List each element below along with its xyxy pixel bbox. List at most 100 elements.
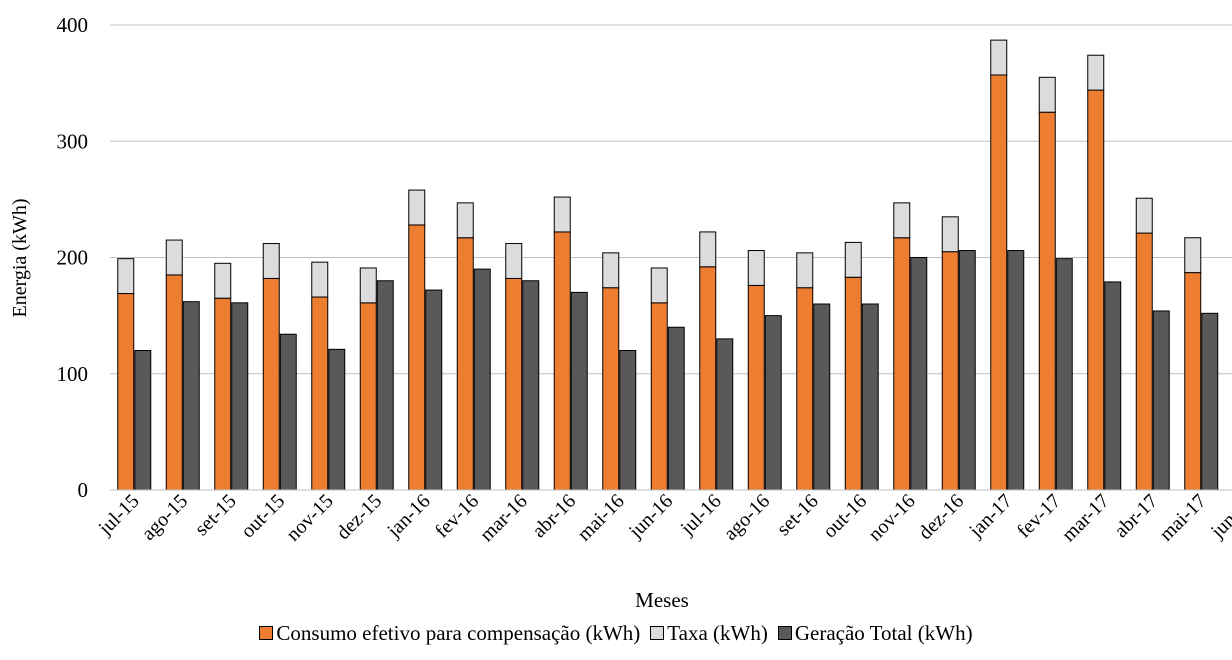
x-tick-label: dez-15 <box>332 490 386 544</box>
bar-taxa <box>359 267 377 304</box>
bar-geracao <box>376 280 394 491</box>
x-tick-label: nov-16 <box>864 490 920 546</box>
bar-consumo <box>650 302 668 491</box>
bar-geracao <box>473 268 491 491</box>
bar-geracao <box>1055 258 1073 491</box>
legend-swatch-consumo <box>259 626 274 640</box>
x-axis-title: Meses <box>635 588 689 612</box>
bar-taxa <box>650 267 668 304</box>
bar-geracao <box>861 303 879 491</box>
bar-consumo <box>602 287 620 491</box>
legend-label-taxa: Taxa (kWh) <box>667 620 768 645</box>
bar-geracao <box>716 338 734 491</box>
legend-item-consumo: Consumo efetivo para compensação (kWh) <box>259 621 640 646</box>
bar-taxa <box>165 239 183 276</box>
bar-taxa <box>311 261 329 298</box>
bar-taxa <box>262 243 280 279</box>
bar-taxa <box>893 202 911 239</box>
bar-geracao <box>910 257 928 491</box>
bar-consumo <box>747 284 765 491</box>
legend: Consumo efetivo para compensação (kWh) T… <box>0 618 1232 648</box>
bar-geracao <box>328 348 346 491</box>
bar-geracao <box>134 350 152 491</box>
bar-geracao <box>425 289 443 491</box>
bar-taxa <box>214 262 232 299</box>
bar-consumo <box>1184 272 1202 491</box>
bar-consumo <box>796 287 814 491</box>
stacked-bar-chart: jul-15ago-15set-15out-15nov-15dez-15jan-… <box>9 13 1232 612</box>
bar-consumo <box>408 224 426 491</box>
bar-taxa <box>505 243 523 279</box>
bar-geracao <box>570 291 588 491</box>
x-tick-label: nov-15 <box>282 490 338 546</box>
bar-consumo <box>456 237 474 491</box>
x-tick-label: fev-16 <box>431 490 483 542</box>
bars <box>117 39 1219 491</box>
bar-taxa <box>408 189 426 226</box>
bar-taxa <box>844 241 862 278</box>
x-tick-label: dez-16 <box>914 490 968 544</box>
bar-taxa <box>990 39 1008 76</box>
bar-geracao <box>813 303 831 491</box>
legend-item-geracao: Geração Total (kWh) <box>777 620 973 646</box>
y-tick-label: 0 <box>78 478 89 502</box>
bar-taxa <box>699 231 717 268</box>
x-tick-label: jul-15 <box>94 490 144 540</box>
bar-consumo <box>990 74 1008 491</box>
bar-consumo <box>117 293 135 491</box>
x-tick-label: jun-16 <box>624 490 677 543</box>
y-tick-label: 100 <box>57 362 89 386</box>
bar-taxa <box>1135 197 1153 234</box>
x-tick-label: ago-16 <box>719 490 774 545</box>
bar-geracao <box>182 301 200 491</box>
x-tick-label: out-16 <box>819 490 871 542</box>
x-tick-label: jul-16 <box>676 490 726 540</box>
bar-consumo <box>893 237 911 491</box>
bar-consumo <box>1038 111 1056 491</box>
bar-consumo <box>699 266 717 491</box>
bar-consumo <box>165 274 183 491</box>
bar-geracao <box>1152 310 1170 491</box>
bar-taxa <box>456 202 474 239</box>
bar-consumo <box>214 297 232 491</box>
y-axis-title: Energia (kWh) <box>9 198 31 317</box>
legend-label-geracao: Geração Total (kWh) <box>794 620 973 645</box>
bar-taxa <box>117 258 135 295</box>
legend-item-taxa: Taxa (kWh) <box>650 621 768 646</box>
bar-consumo <box>262 277 280 491</box>
bar-consumo <box>311 296 329 491</box>
bar-geracao <box>231 302 249 491</box>
bar-consumo <box>844 276 862 491</box>
bar-geracao <box>1104 281 1122 491</box>
x-tick-label: mar-16 <box>476 490 532 546</box>
y-tick-label: 400 <box>57 13 89 37</box>
bar-geracao <box>1007 250 1025 491</box>
bar-taxa <box>796 252 814 289</box>
x-axis: jul-15ago-15set-15out-15nov-15dez-15jan-… <box>94 489 1232 546</box>
bar-taxa <box>941 216 959 253</box>
legend-label-consumo: Consumo efetivo para compensação (kWh) <box>276 620 641 645</box>
bar-consumo <box>505 277 523 491</box>
x-tick-label: jan-17 <box>964 490 1016 542</box>
x-tick-label: jan-16 <box>382 490 434 542</box>
y-tick-label: 300 <box>57 129 89 153</box>
bar-consumo <box>359 302 377 491</box>
bar-geracao <box>279 333 297 491</box>
y-axis: 0 100 200 300 400 <box>57 13 89 502</box>
x-tick-label: abr-17 <box>1110 490 1162 542</box>
x-tick-label: jun-17 <box>1206 490 1232 543</box>
bar-taxa <box>602 252 620 289</box>
x-tick-label: fev-17 <box>1013 490 1065 542</box>
bar-geracao <box>764 315 782 491</box>
x-tick-label: set-15 <box>191 490 241 540</box>
x-tick-label: out-15 <box>237 490 289 542</box>
legend-swatch-geracao <box>777 626 792 640</box>
bar-geracao <box>958 250 976 491</box>
bar-taxa <box>747 250 765 286</box>
x-tick-label: set-16 <box>773 490 823 540</box>
bar-taxa <box>553 196 571 233</box>
bar-consumo <box>941 251 959 491</box>
bar-consumo <box>1087 89 1105 491</box>
bar-consumo <box>1135 232 1153 491</box>
y-tick-label: 200 <box>57 246 89 270</box>
